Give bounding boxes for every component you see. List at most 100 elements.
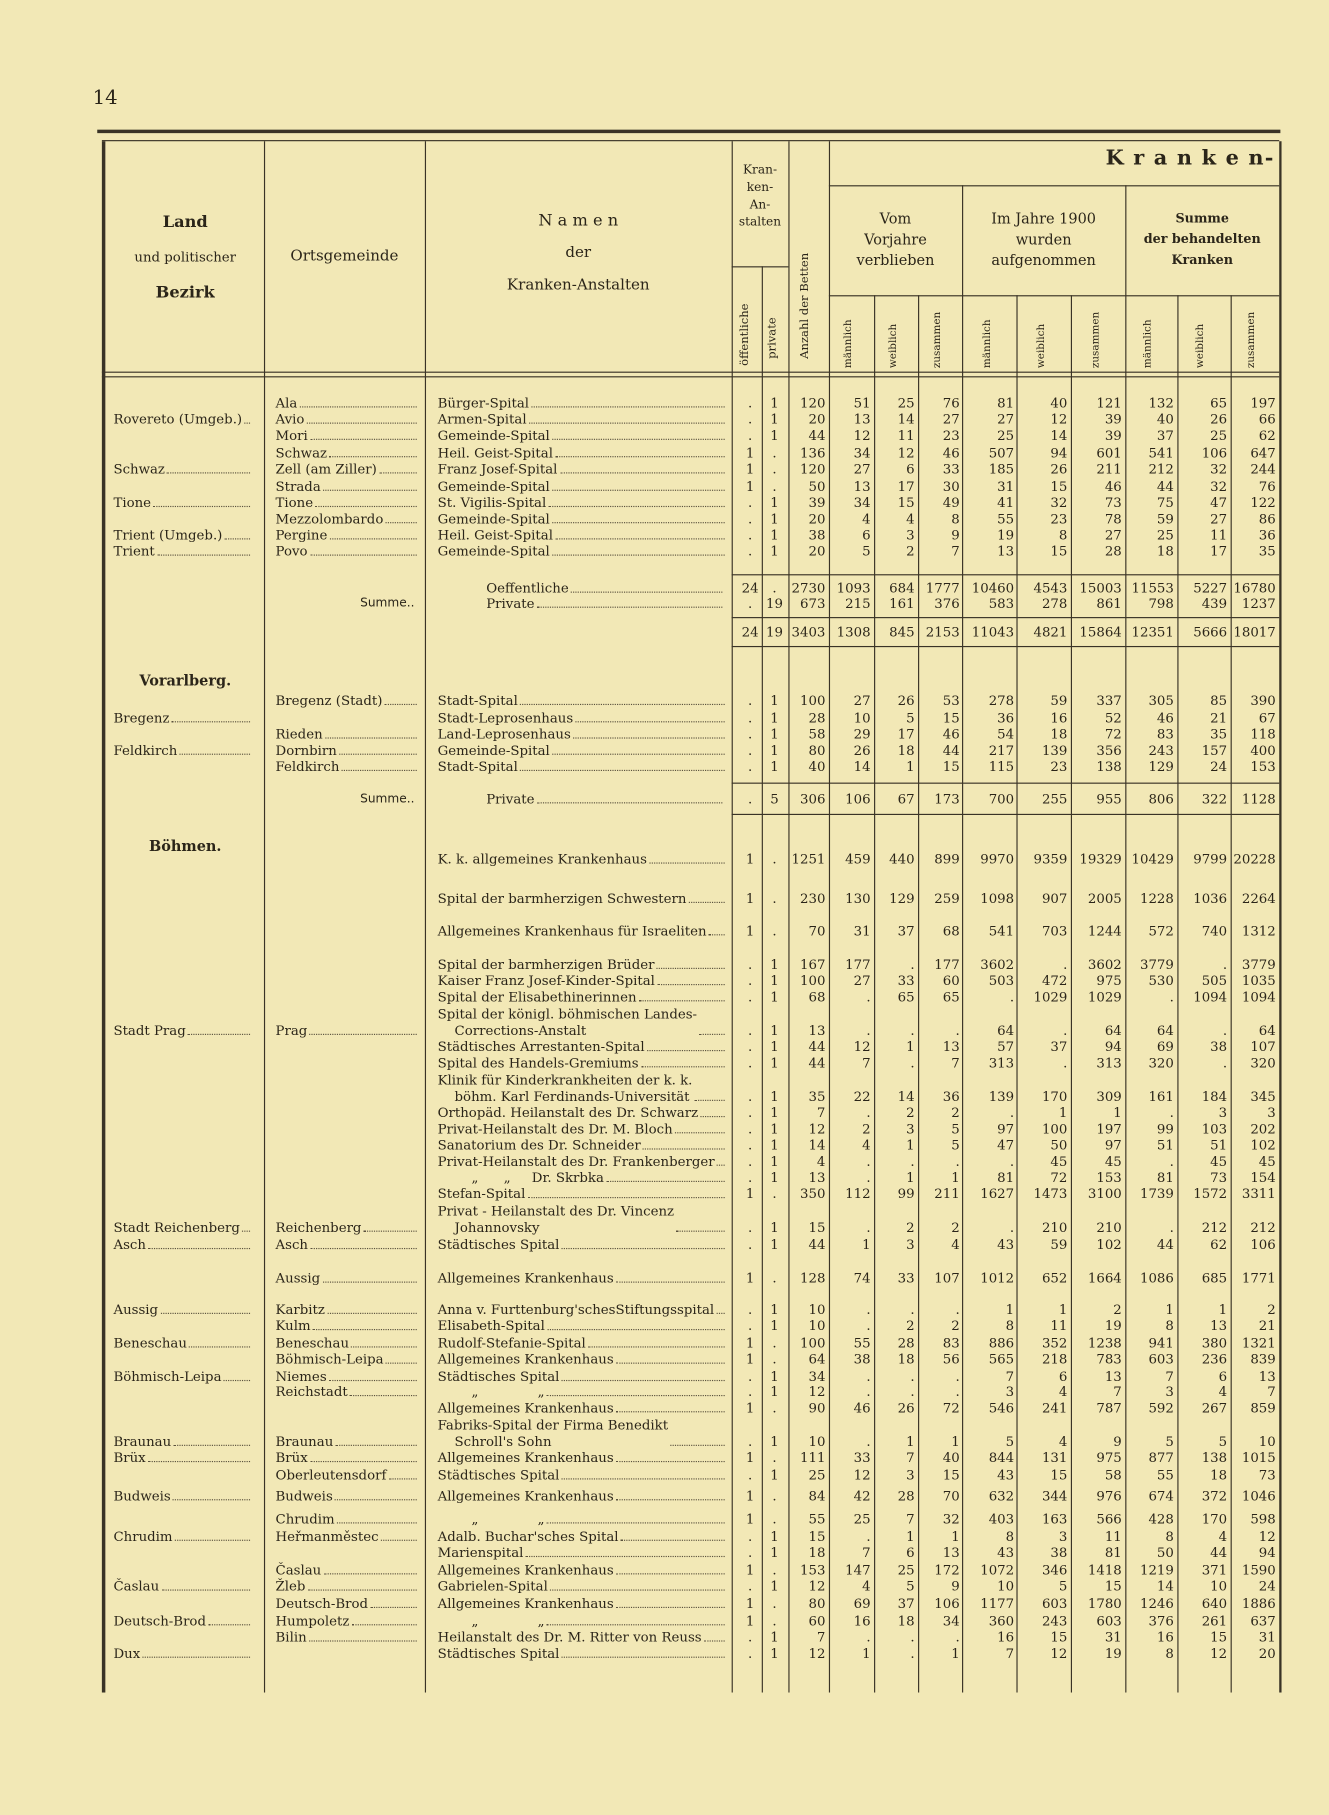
cell-value: 44 — [808, 1236, 826, 1253]
leader-dots — [520, 703, 725, 706]
cell-value: 6 — [1218, 1368, 1228, 1385]
cell-value: 1 — [770, 1236, 779, 1253]
cell-value: 128 — [800, 1269, 826, 1287]
cell-value: 20228 — [1233, 850, 1276, 868]
cell-value: 1094 — [1241, 988, 1276, 1005]
cell-value: 52 — [1104, 709, 1122, 726]
cell-value: 29 — [853, 725, 871, 743]
header-jahre: aufgenommen — [991, 251, 1096, 269]
cell-value: 7 — [816, 1628, 826, 1646]
leader-dots — [571, 591, 723, 593]
header-oeff: öffentliche — [738, 303, 752, 366]
cell-value: . — [866, 1368, 871, 1385]
cell-value: 566 — [1096, 1510, 1122, 1527]
cell-value: 1 — [745, 1334, 755, 1352]
leader-dots — [188, 1033, 251, 1035]
cell-value: 44 — [808, 427, 826, 444]
leader-dots — [385, 522, 417, 524]
anstalt-name-text: Stadt-Leprosenhaus — [437, 709, 574, 726]
cell-value: 1244 — [1087, 922, 1122, 939]
cell-value: 3 — [906, 1120, 915, 1137]
cell-value: 345 — [1250, 1088, 1276, 1105]
cell-value: 38 — [808, 526, 826, 543]
cell-value: 1 — [770, 1368, 779, 1385]
cell-value: 68 — [808, 988, 826, 1005]
header-anstalten: ken- — [746, 180, 774, 195]
anstalt-name: „ „ Dr. Skrbka — [438, 1169, 727, 1185]
cell-value: . — [748, 1466, 753, 1483]
leader-dots — [370, 1606, 417, 1609]
cell-value: 783 — [1096, 1351, 1122, 1368]
cell-value: 1 — [770, 758, 779, 775]
cell-value: 50 — [1156, 1544, 1174, 1561]
ortsgemeinde-text: Zell (am Ziller) — [275, 460, 377, 477]
cell-value: 1 — [770, 510, 779, 527]
cell-value: 907 — [1041, 890, 1068, 907]
cell-value: 103 — [1201, 1120, 1228, 1137]
cell-value: 259 — [934, 890, 960, 907]
cell-value: 2730 — [791, 579, 826, 597]
anstalt-name-text: Gabrielen-Spital — [437, 1577, 548, 1595]
anstalt-name: Kaiser Franz Josef-Kinder-Spital — [438, 972, 727, 989]
ortsgemeinde-text: Chrudim — [275, 1510, 335, 1527]
cell-value: 97 — [1104, 1136, 1122, 1154]
cell-value: 40 — [942, 1449, 960, 1466]
cell-value: 700 — [988, 790, 1015, 807]
anstalt-name: Spital des Handels-Gremiums — [438, 1055, 727, 1071]
cell-value: 18 — [897, 1612, 915, 1629]
cell-value: . — [1009, 1219, 1015, 1236]
cell-value: 18 — [1156, 542, 1174, 560]
leader-dots — [322, 1281, 417, 1283]
cell-value: 1590 — [1241, 1561, 1276, 1578]
ortsgemeinde: Brüx — [276, 1449, 420, 1466]
cell-value: 4 — [862, 510, 871, 527]
anstalt-name-text: Spital der Elisabethinerinnen — [437, 988, 637, 1005]
cell-value: 1177 — [980, 1595, 1015, 1612]
ortsgemeinde-text: Žleb — [275, 1577, 306, 1595]
cell-value: 173 — [934, 790, 960, 807]
cell-value: 12 — [897, 444, 915, 461]
leader-dots — [171, 721, 251, 723]
cell-value: 46 — [942, 725, 960, 743]
cell-value: . — [748, 1054, 753, 1071]
cell-value: 352 — [1041, 1334, 1068, 1352]
cell-value: 62 — [1258, 427, 1276, 444]
cell-value: 99 — [1156, 1120, 1174, 1137]
leader-dots — [615, 1499, 725, 1501]
cell-value: 161 — [889, 595, 915, 612]
leader-dots — [310, 438, 417, 440]
ortsgemeinde: Mezzolombardo — [276, 511, 420, 527]
cell-value: 12351 — [1131, 623, 1174, 641]
cell-value: . — [1009, 1104, 1015, 1121]
cell-value: 32 — [1210, 478, 1228, 495]
cell-value: 1094 — [1193, 988, 1228, 1005]
ortsgemeinde-text: Niemes — [275, 1368, 327, 1385]
cell-value: 13 — [1210, 1317, 1228, 1334]
ortsgemeinde-text: Rieden — [275, 725, 323, 743]
cell-value: 886 — [988, 1334, 1015, 1352]
leader-dots — [173, 1444, 251, 1446]
cell-value: 428 — [1148, 1510, 1174, 1527]
cell-value: 11 — [1050, 1317, 1068, 1334]
anstalt-name-text: Gemeinde-Spital — [437, 510, 550, 527]
ortsgemeinde-text: Reichenberg — [275, 1219, 362, 1236]
cell-value: 1 — [770, 1088, 779, 1105]
cell-value: 211 — [934, 1185, 960, 1202]
cell-value: 372 — [1201, 1487, 1228, 1504]
cell-value: . — [748, 790, 753, 807]
cell-value: . — [772, 1595, 777, 1612]
cell-value: 845 — [889, 623, 915, 641]
cell-value: . — [772, 1334, 777, 1352]
cell-value: 37 — [1050, 1038, 1068, 1055]
header-namen: Kranken-Anstalten — [506, 276, 650, 295]
bezirk: Bregenz — [113, 710, 252, 726]
rule — [101, 141, 106, 1693]
leader-dots — [640, 1066, 725, 1068]
cell-value: 10 — [1210, 1577, 1228, 1595]
ortsgemeinde: Ala — [276, 395, 420, 411]
cell-value: 64 — [808, 1351, 826, 1368]
cell-value: 4 — [1218, 1383, 1228, 1400]
cell-value: 230 — [800, 890, 826, 907]
rule — [828, 141, 831, 1693]
